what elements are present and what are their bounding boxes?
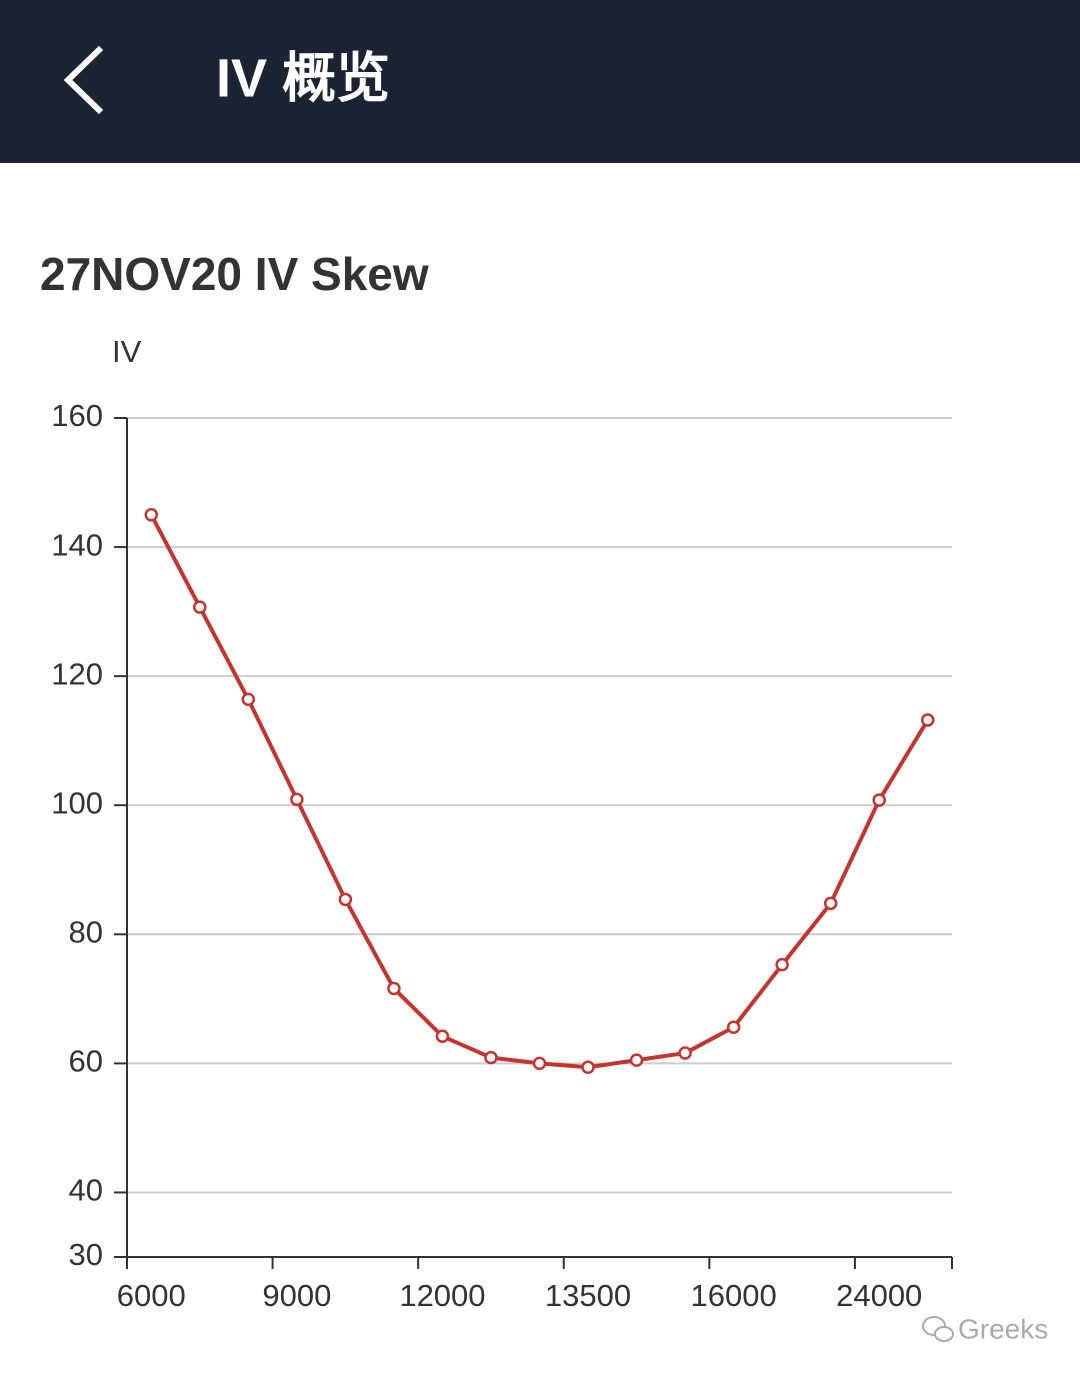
x-tick-label: 16000 [691, 1278, 777, 1313]
y-tick-label: 160 [51, 398, 103, 433]
y-tick-label: 120 [51, 656, 103, 691]
x-tick-label: 9000 [262, 1278, 331, 1313]
data-point [193, 600, 207, 614]
page-title: IV 概览 [216, 48, 390, 108]
watermark: Greeks [922, 1313, 1048, 1344]
data-point [387, 981, 401, 996]
watermark-icon [934, 1326, 954, 1342]
back-button[interactable] [63, 45, 104, 115]
data-point [775, 957, 789, 972]
y-tick-label: 80 [69, 914, 103, 949]
data-point [872, 793, 886, 807]
data-point [290, 792, 304, 807]
data-point [920, 713, 935, 727]
data-point [629, 1053, 644, 1067]
data-point [484, 1050, 498, 1065]
data-point [338, 892, 353, 907]
data-point [144, 508, 159, 522]
data-point [726, 1020, 741, 1034]
y-tick-label: 140 [51, 527, 103, 562]
y-tick-label: 30 [69, 1237, 103, 1272]
y-axis-label: IV [112, 334, 142, 369]
x-tick-label: 6000 [117, 1278, 186, 1313]
series-line [149, 513, 930, 1070]
watermark-text: Greeks [958, 1313, 1048, 1344]
data-point [532, 1056, 547, 1071]
y-tick-label: 40 [69, 1173, 103, 1208]
y-tick-label: 100 [51, 785, 103, 820]
chart-title: 27NOV20 IV Skew [40, 248, 429, 300]
watermark-icon [922, 1316, 946, 1336]
data-point [678, 1046, 692, 1060]
data-point [823, 896, 838, 911]
data-point [435, 1029, 450, 1044]
x-tick-label: 13500 [545, 1278, 631, 1313]
x-tick-label: 24000 [836, 1278, 922, 1313]
app-bar [0, 0, 1080, 163]
data-point [581, 1060, 595, 1075]
x-tick-label: 12000 [399, 1278, 485, 1313]
y-tick-label: 60 [69, 1044, 103, 1079]
data-point [241, 692, 256, 707]
